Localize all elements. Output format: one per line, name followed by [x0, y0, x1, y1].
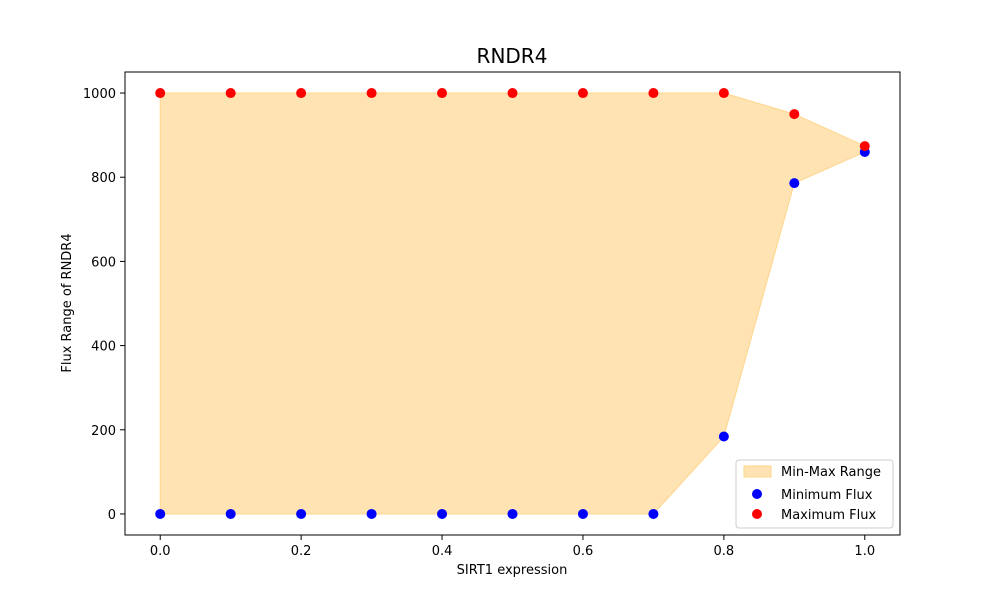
maximum-flux-point-1: [225, 88, 236, 99]
legend-label-minimum-flux: Minimum Flux: [781, 488, 873, 503]
chart-title: RNDR4: [477, 44, 548, 68]
axes-frame: [124, 71, 901, 536]
minimum-flux-point-7: [648, 508, 659, 519]
x-tick-label: 0.0: [150, 544, 171, 559]
minimum-flux-point-4: [437, 508, 448, 519]
maximum-flux-point-0: [155, 88, 166, 99]
maximum-flux-point-8: [718, 88, 729, 99]
maximum-flux-point-4: [437, 88, 448, 99]
minimum-flux-point-6: [577, 508, 588, 519]
maximum-flux-point-7: [648, 88, 659, 99]
maximum-flux-point-5: [507, 88, 518, 99]
x-tick-label: 0.6: [573, 544, 594, 559]
legend-marker-minimum-flux: [752, 489, 762, 499]
legend-label-range: Min-Max Range: [781, 465, 881, 480]
y-tick-label: 800: [91, 171, 116, 186]
x-tick-label: 0.8: [714, 544, 735, 559]
y-tick-label: 0: [108, 508, 116, 523]
minimum-flux-point-9: [789, 178, 800, 189]
minimum-flux-point-0: [155, 508, 166, 519]
maximum-flux-point-10: [859, 141, 870, 152]
legend-marker-maximum-flux: [752, 509, 762, 519]
x-tick-label: 0.4: [432, 544, 453, 559]
y-tick-label: 200: [91, 424, 116, 439]
maximum-flux-point-3: [366, 88, 377, 99]
minimum-flux-point-8: [718, 431, 729, 442]
x-tick-label: 1.0: [854, 544, 875, 559]
y-tick-label: 1000: [83, 87, 116, 102]
legend-label-maximum-flux: Maximum Flux: [781, 508, 877, 523]
y-tick-label: 400: [91, 340, 116, 355]
minimum-flux-point-2: [296, 508, 307, 519]
minimum-flux-point-1: [225, 508, 236, 519]
legend-swatch-range: [743, 465, 772, 478]
plot-area: 0.0 0.2 0.4 0.6 0.8 1.0 0 200 400 600 800 1000: [83, 71, 901, 559]
maximum-flux-point-6: [577, 88, 588, 99]
x-tick-label: 0.2: [291, 544, 312, 559]
y-axis-label: Flux Range of RNDR4: [60, 233, 75, 372]
maximum-flux-point-2: [296, 88, 307, 99]
minimum-flux-point-5: [507, 508, 518, 519]
maximum-flux-point-9: [789, 109, 800, 120]
x-axis-label: SIRT1 expression: [457, 563, 568, 578]
minimum-flux-point-3: [366, 508, 377, 519]
legend: Min-Max Range Minimum Flux Maximum Flux: [735, 459, 894, 529]
legend-box: [735, 459, 894, 529]
y-tick-label: 600: [91, 255, 116, 270]
